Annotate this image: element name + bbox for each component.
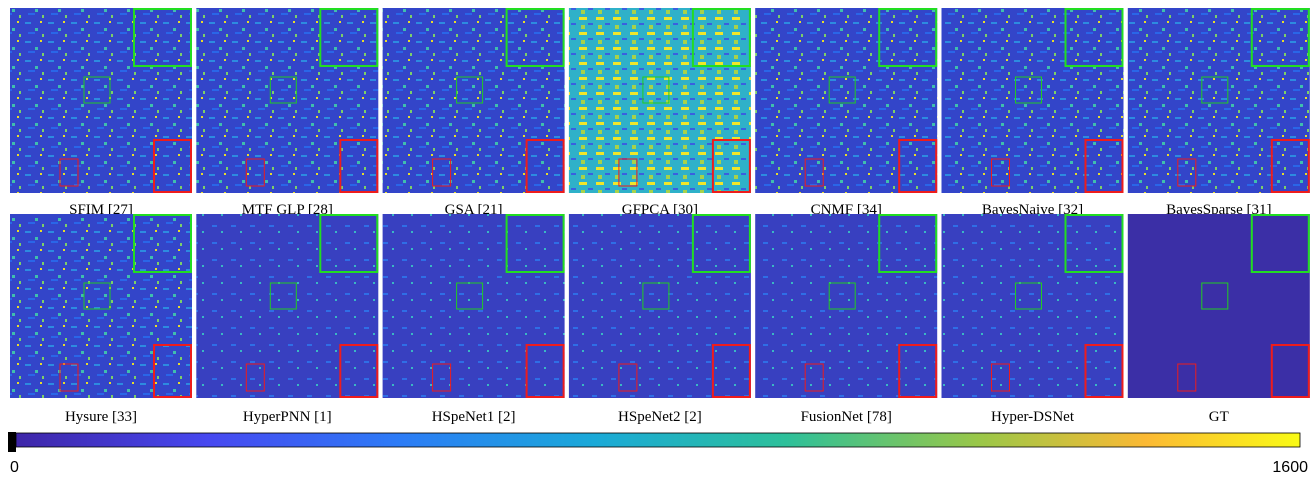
- zoom-inset-red: [527, 345, 564, 397]
- zoom-inset-green: [320, 215, 377, 272]
- panel-caption: FusionNet [78]: [801, 409, 892, 425]
- zoom-inset-red: [154, 140, 191, 192]
- zoom-inset-red: [1086, 140, 1123, 192]
- zoom-inset-green: [1252, 9, 1309, 66]
- zoom-inset-green: [879, 9, 936, 66]
- zoom-inset-red: [713, 345, 750, 397]
- panel-caption: GT: [1209, 409, 1229, 425]
- zoom-inset-red: [713, 140, 750, 192]
- zoom-inset-red: [1272, 140, 1309, 192]
- zoom-inset-green: [134, 215, 191, 272]
- zoom-inset-red: [899, 140, 936, 192]
- zoom-inset-green: [879, 215, 936, 272]
- panel-caption: Hyper-DSNet: [991, 409, 1075, 425]
- zoom-inset-red: [340, 345, 377, 397]
- panel-caption: HSpeNet1 [2]: [432, 409, 516, 425]
- zoom-inset-red: [1272, 345, 1309, 397]
- colorbar-start: [8, 432, 16, 452]
- zoom-inset-red: [527, 140, 564, 192]
- zoom-inset-green: [1066, 215, 1123, 272]
- zoom-inset-red: [1086, 345, 1123, 397]
- zoom-inset-green: [507, 215, 564, 272]
- zoom-inset-green: [320, 9, 377, 66]
- zoom-inset-green: [1252, 215, 1309, 272]
- zoom-inset-green: [1066, 9, 1123, 66]
- zoom-inset-green: [507, 9, 564, 66]
- panel-caption: HyperPNN [1]: [243, 409, 332, 425]
- zoom-inset-red: [899, 345, 936, 397]
- panel-caption: HSpeNet2 [2]: [618, 409, 702, 425]
- zoom-inset-green: [693, 215, 750, 272]
- zoom-inset-red: [154, 345, 191, 397]
- figure: SFIM [27]MTF GLP [28]GSA [21]GFPCA [30]C…: [0, 0, 1310, 476]
- zoom-inset-green: [693, 9, 750, 66]
- colorbar-min: 0: [10, 459, 19, 476]
- colorbar-max: 1600: [1272, 459, 1308, 476]
- panel-caption: Hysure [33]: [65, 409, 137, 425]
- colorbar: [16, 433, 1300, 447]
- zoom-inset-green: [134, 9, 191, 66]
- zoom-inset-red: [340, 140, 377, 192]
